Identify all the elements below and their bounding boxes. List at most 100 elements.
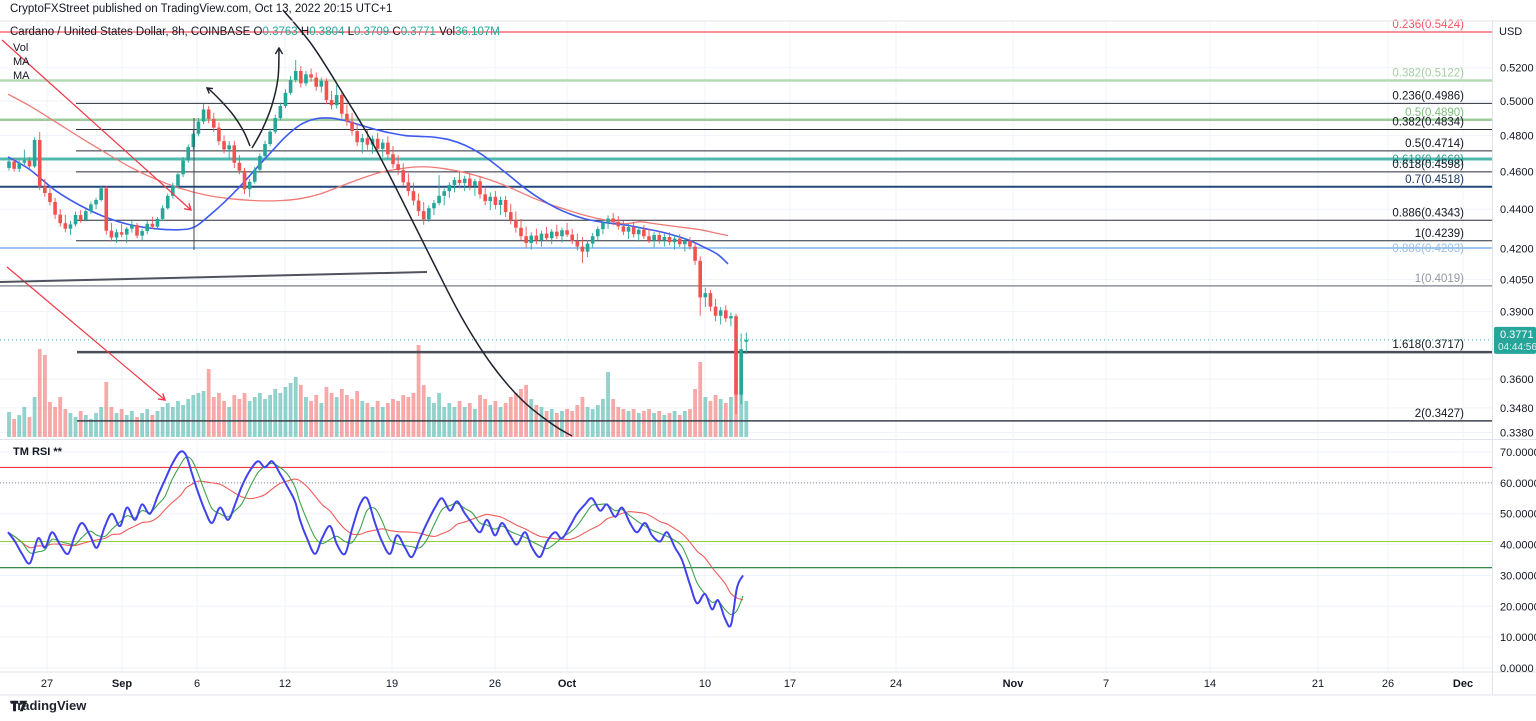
candle-body [160,208,165,219]
candle-body [493,196,498,205]
rsi-tick-label: 30.0000 [1500,570,1536,582]
candle-body [288,80,293,93]
candle-body [145,223,150,232]
candle-body [503,200,508,213]
rsi-tick-label: 10.0000 [1500,632,1536,644]
volume-bar [498,407,503,437]
candle-body [124,228,129,235]
volume-bar [339,389,344,437]
time-tick-label: Dec [1453,678,1473,690]
volume-bar [94,413,98,437]
black-small-curve-arrow[interactable] [206,87,251,147]
fib-label: 0.236(0.5424) [1392,19,1464,31]
volume-bar [42,355,47,437]
black-up-arrow[interactable] [251,47,280,149]
candle-body [345,113,349,122]
volume-bar [58,397,63,437]
ohlc-low-value: 0.3709 [354,26,390,38]
time-axis[interactable]: 27 Sep 6 12 19 26 Oct 10 17 24 Nov 7 14 21 26 Dec [41,678,1473,690]
volume-bar [211,397,216,437]
volume-bar [677,415,682,437]
price-axis[interactable]: 0.5200 0.5000 0.4800 0.4600 0.4400 0.4200 0.40… [1494,63,1536,440]
volume-bar [12,419,17,437]
volume-bar [616,407,621,437]
volume-bar [375,401,380,437]
volume-bar [268,395,273,437]
candle-body [575,240,580,247]
candle-body [191,133,196,148]
volume-bar [345,395,349,437]
volume-bar [176,401,180,437]
candle-body [7,161,11,168]
fib-label: 0.886(0.4343) [1392,207,1464,219]
candle-body [391,154,395,165]
ohlc-low-label: L [347,26,354,38]
candle-body [186,147,190,161]
candle-body [631,227,636,235]
bar-countdown: 04:44:56 [1498,342,1536,353]
candle-body [698,260,702,298]
black-trend-curve[interactable] [282,9,573,437]
price-tick-label: 0.4200 [1500,244,1534,256]
price-tick-label: 0.4600 [1500,167,1534,179]
candle-body [411,191,416,201]
price-tick-label: 0.3480 [1500,403,1534,415]
volume-bar [355,391,360,437]
volume-value: 36.107M [455,26,500,38]
rsi-pane[interactable] [0,450,1492,628]
volume-bar [350,399,354,437]
candle-body [703,293,708,298]
tradingview-watermark[interactable]: TradingView [10,698,86,713]
candle-body [549,231,554,239]
volume-bar [519,389,523,437]
volume-bar [27,417,32,437]
candle-body [201,109,206,122]
candle-body [365,138,370,145]
volume-bar [222,401,226,437]
candle-body [114,232,119,238]
candle-body [232,145,237,163]
volume-bar [416,345,421,437]
volume-bar [298,385,303,437]
volume-bar [63,409,68,437]
fib-label: 1(0.4239) [1415,228,1464,240]
red-trendline-arrow-1[interactable] [1,39,192,211]
volume-bar [135,417,139,437]
candle-body [652,235,656,241]
volume-bar [401,395,406,437]
sloped-trendline[interactable] [0,271,428,283]
rsi-indicator-label[interactable]: TM RSI ** [13,446,62,458]
indicator-ma1-label: MA [13,56,30,68]
symbol-legend[interactable]: Cardano / United States Dollar, 8h, COIN… [10,26,500,38]
red-trendline-arrow-2[interactable] [6,266,166,401]
rsi-axis[interactable]: 70.0000 60.0000 50.0000 40.0000 30.0000 20.00… [1500,447,1536,675]
price-tick-label: 0.5000 [1500,96,1534,108]
volume-bar [672,411,677,437]
candle-body [555,231,559,237]
candle-body [155,218,160,227]
candle-body [206,109,211,119]
volume-bar [703,397,708,437]
moving-averages [7,93,729,265]
volume-bar [196,393,201,437]
candle-body [560,230,564,237]
candle-body [734,316,738,395]
volume-bar [304,397,308,437]
volume-bar [124,415,129,437]
candle-body [375,138,380,149]
candle-body [718,310,723,316]
candle-body [596,229,600,237]
volume-bar [626,411,631,437]
symbol-title: Cardano / United States Dollar, 8h, COIN… [10,26,251,38]
candle-body [524,236,528,243]
candle-body [304,74,308,84]
candle-body [396,164,400,171]
volume-bar [73,417,78,437]
indicator-legend[interactable]: Vol MA MA [13,41,30,83]
volume-bar [606,372,610,437]
candle-body [452,179,457,185]
candle-body [242,170,247,190]
candle-body [299,70,303,84]
volume-bar [283,387,288,437]
